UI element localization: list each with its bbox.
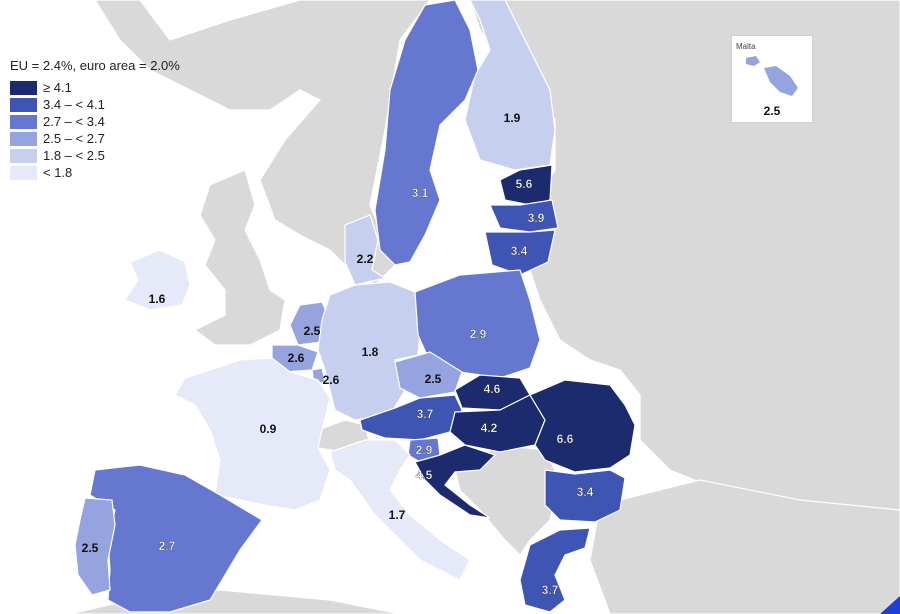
country-germany[interactable] — [317, 281, 421, 421]
legend-label-5: 1.8 – < 2.5 — [43, 148, 105, 163]
legend-class-4: 2.5 – < 2.7 — [10, 130, 180, 147]
label-luxembourg: 2.6 — [323, 373, 340, 387]
non-eu-land — [69, 0, 900, 614]
map-legend: EU = 2.4%, euro area = 2.0% ≥ 4.1 3.4 – … — [10, 58, 180, 181]
turkey-land — [589, 479, 900, 614]
label-poland: 2.9 — [470, 327, 487, 341]
legend-label-1: ≥ 4.1 — [43, 80, 72, 95]
label-portugal: 2.5 — [82, 541, 99, 555]
legend-label-4: 2.5 – < 2.7 — [43, 131, 105, 146]
label-belgium: 2.6 — [288, 351, 305, 365]
legend-class-3: 2.7 – < 3.4 — [10, 113, 180, 130]
label-bulgaria: 3.4 — [577, 485, 594, 499]
label-romania: 6.6 — [557, 432, 574, 446]
legend-swatch-2 — [10, 97, 37, 112]
label-austria: 3.7 — [417, 407, 434, 421]
label-czechia: 2.5 — [425, 372, 442, 386]
legend-class-6: < 1.8 — [10, 164, 180, 181]
label-france: 0.9 — [260, 422, 277, 436]
corner-logo-mark — [880, 596, 900, 614]
legend-swatch-5 — [10, 148, 37, 163]
label-latvia: 3.9 — [528, 211, 545, 225]
country-lithuania[interactable] — [484, 229, 556, 276]
label-greece: 3.7 — [542, 583, 559, 597]
country-greece[interactable] — [519, 527, 591, 613]
legend-class-2: 3.4 – < 4.1 — [10, 96, 180, 113]
label-lithuania: 3.4 — [511, 244, 528, 258]
legend-swatch-6 — [10, 165, 37, 180]
legend-label-2: 3.4 – < 4.1 — [43, 97, 105, 112]
label-germany: 1.8 — [362, 345, 379, 359]
legend-label-3: 2.7 – < 3.4 — [43, 114, 105, 129]
legend-swatch-3 — [10, 114, 37, 129]
malta-value-label: 2.5 — [763, 104, 781, 118]
uk-land — [193, 169, 286, 346]
malta-inset-map — [746, 56, 798, 96]
value-labels: 1.9 3.1 5.6 3.9 3.4 2.2 1.6 2.5 2.6 2.6 … — [82, 111, 594, 597]
legend-class-1: ≥ 4.1 — [10, 79, 180, 96]
label-finland: 1.9 — [504, 111, 521, 125]
label-croatia: 4.5 — [416, 468, 433, 482]
legend-swatch-4 — [10, 131, 37, 146]
country-malta[interactable] — [746, 56, 798, 96]
label-ireland: 1.6 — [149, 292, 166, 306]
label-slovakia: 4.6 — [484, 382, 501, 396]
country-denmark[interactable] — [344, 214, 387, 286]
legend-swatch-1 — [10, 80, 37, 95]
malta-inset-title: Malta — [736, 42, 756, 51]
label-estonia: 5.6 — [516, 177, 533, 191]
country-italy[interactable] — [329, 439, 471, 581]
malta-inset: Malta 2.5 — [731, 35, 813, 123]
label-slovenia: 2.9 — [416, 443, 433, 457]
country-romania[interactable] — [529, 379, 636, 473]
balkans-land — [454, 444, 561, 556]
country-sweden[interactable] — [374, 0, 479, 266]
label-netherlands: 2.5 — [304, 324, 321, 338]
country-ireland[interactable] — [124, 249, 191, 311]
label-spain: 2.7 — [159, 539, 176, 553]
country-portugal[interactable] — [74, 497, 116, 596]
country-croatia[interactable] — [414, 444, 497, 519]
country-france[interactable] — [174, 357, 331, 511]
country-bulgaria[interactable] — [544, 469, 626, 523]
label-sweden: 3.1 — [412, 186, 429, 200]
eu-countries — [74, 0, 636, 613]
label-hungary: 4.2 — [481, 421, 498, 435]
legend-class-5: 1.8 – < 2.5 — [10, 147, 180, 164]
label-denmark: 2.2 — [357, 252, 374, 266]
legend-label-6: < 1.8 — [43, 165, 73, 180]
label-italy: 1.7 — [389, 508, 406, 522]
country-latvia[interactable] — [489, 199, 559, 233]
legend-title: EU = 2.4%, euro area = 2.0% — [10, 58, 180, 73]
norway-land — [94, 0, 431, 286]
country-czechia[interactable] — [394, 351, 463, 399]
